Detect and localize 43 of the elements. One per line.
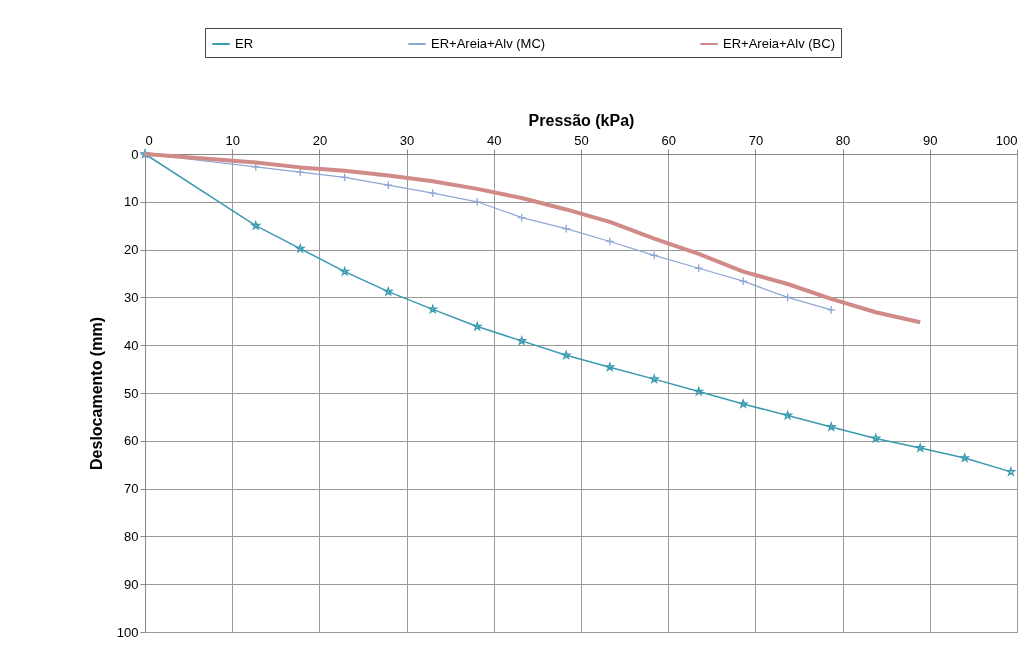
legend-label: ER+Areia+Alv (MC): [431, 36, 546, 51]
point: [383, 180, 393, 190]
point: [738, 399, 748, 408]
legend-label: ER+Areia+Alv (BC): [723, 36, 835, 51]
point: [738, 276, 748, 286]
y-tick-label: 60: [124, 433, 139, 449]
point: [649, 374, 659, 383]
point: [605, 362, 615, 371]
x-axis-title: Pressão (kPa): [528, 111, 635, 129]
y-tick-label: 50: [124, 385, 139, 401]
point: [871, 433, 881, 443]
x-tick-label: 100: [995, 132, 1018, 148]
x-tick-label: 30: [399, 132, 415, 148]
x-tick-label: 50: [574, 132, 589, 148]
x-tick-label: 80: [835, 132, 851, 148]
y-tick-label: 40: [124, 337, 139, 353]
point: [295, 244, 305, 253]
y-tick-label: 20: [124, 242, 139, 258]
point: [383, 287, 393, 296]
point: [1006, 467, 1016, 476]
x-tick-label: 0: [145, 132, 153, 148]
x-tick-label: 90: [923, 132, 938, 148]
y-tick-label: 0: [131, 146, 139, 162]
point: [517, 336, 527, 345]
point: [826, 422, 836, 431]
x-tick-label: 20: [312, 132, 328, 148]
y-tick-label: 30: [124, 289, 139, 305]
point: [561, 350, 571, 360]
y-tick-label: 90: [124, 576, 139, 592]
legend-label: ER: [235, 36, 254, 51]
y-tick-label: 100: [116, 624, 139, 640]
y-axis-title: Deslocamento (mm): [87, 317, 105, 470]
point: [915, 443, 925, 452]
x-tick-label: 40: [487, 132, 502, 148]
x-tick-label: 10: [225, 132, 240, 148]
y-tick-label: 80: [124, 528, 139, 544]
x-tick-label: 60: [661, 132, 676, 148]
y-tick-label: 10: [124, 194, 139, 210]
point: [960, 453, 970, 462]
point: [428, 304, 438, 314]
point: [251, 221, 261, 230]
x-tick-label: 70: [748, 132, 764, 148]
y-tick-label: 70: [124, 481, 139, 497]
